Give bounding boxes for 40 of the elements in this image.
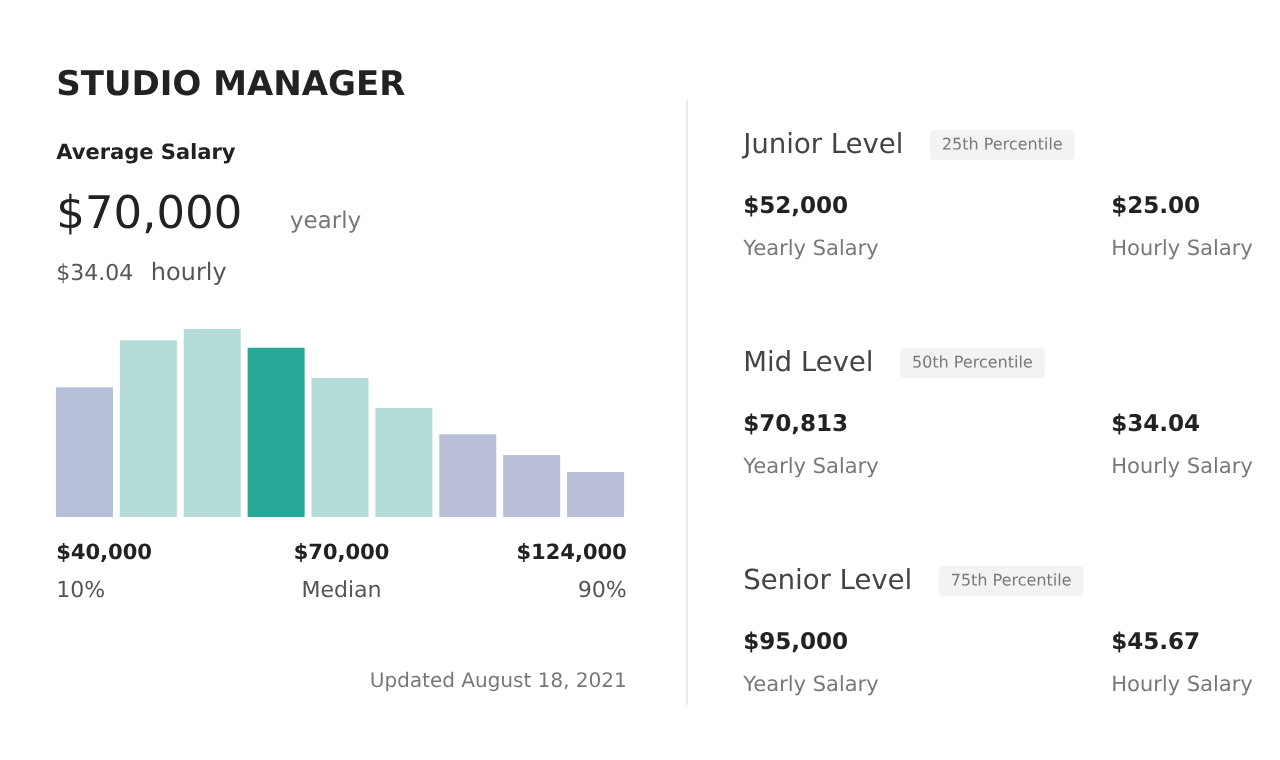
bar [311, 377, 369, 517]
text: Yearly Salary [743, 457, 879, 478]
text: $34.04 [58, 263, 132, 284]
bar [183, 329, 241, 517]
text: $70,813 [745, 413, 847, 435]
text: $34.04 [1113, 413, 1200, 435]
text: Yearly Salary [743, 239, 879, 260]
text: $25.00 [1113, 195, 1199, 217]
chart-title: STUDIO MANAGER [58, 69, 405, 96]
bar [247, 347, 305, 517]
text: yearly [290, 210, 361, 233]
text: Median [303, 580, 380, 598]
bar [119, 340, 177, 517]
text: Hourly Salary [1113, 675, 1253, 696]
text: $70,000 [60, 193, 240, 235]
text: Hourly Salary [1113, 457, 1253, 478]
text: 50th Percentile [913, 355, 1032, 368]
text: 75th Percentile [952, 573, 1071, 586]
text: 90% [579, 580, 626, 598]
text: $40,000 [57, 543, 151, 563]
chart-subtitle: Average Salary [56, 143, 236, 164]
text: hourly [152, 261, 226, 285]
text: Mid Level [745, 350, 871, 372]
bar [567, 471, 625, 517]
text: Yearly Salary [743, 675, 879, 696]
bar [439, 434, 497, 517]
text: 25th Percentile [943, 137, 1062, 150]
text: $124,000 [518, 543, 626, 563]
text: $70,000 [295, 543, 389, 563]
text: Hourly Salary [1113, 239, 1253, 260]
text: $45.67 [1113, 631, 1199, 653]
text: Junior Level [741, 132, 901, 159]
text: 10% [58, 580, 104, 598]
text: Updated August 18, 2021 [371, 671, 625, 692]
bar [375, 407, 433, 517]
text: $52,000 [745, 195, 847, 217]
bar [503, 454, 561, 517]
text: Senior Level [745, 568, 910, 590]
text: $95,000 [745, 631, 847, 653]
bar [55, 387, 113, 517]
